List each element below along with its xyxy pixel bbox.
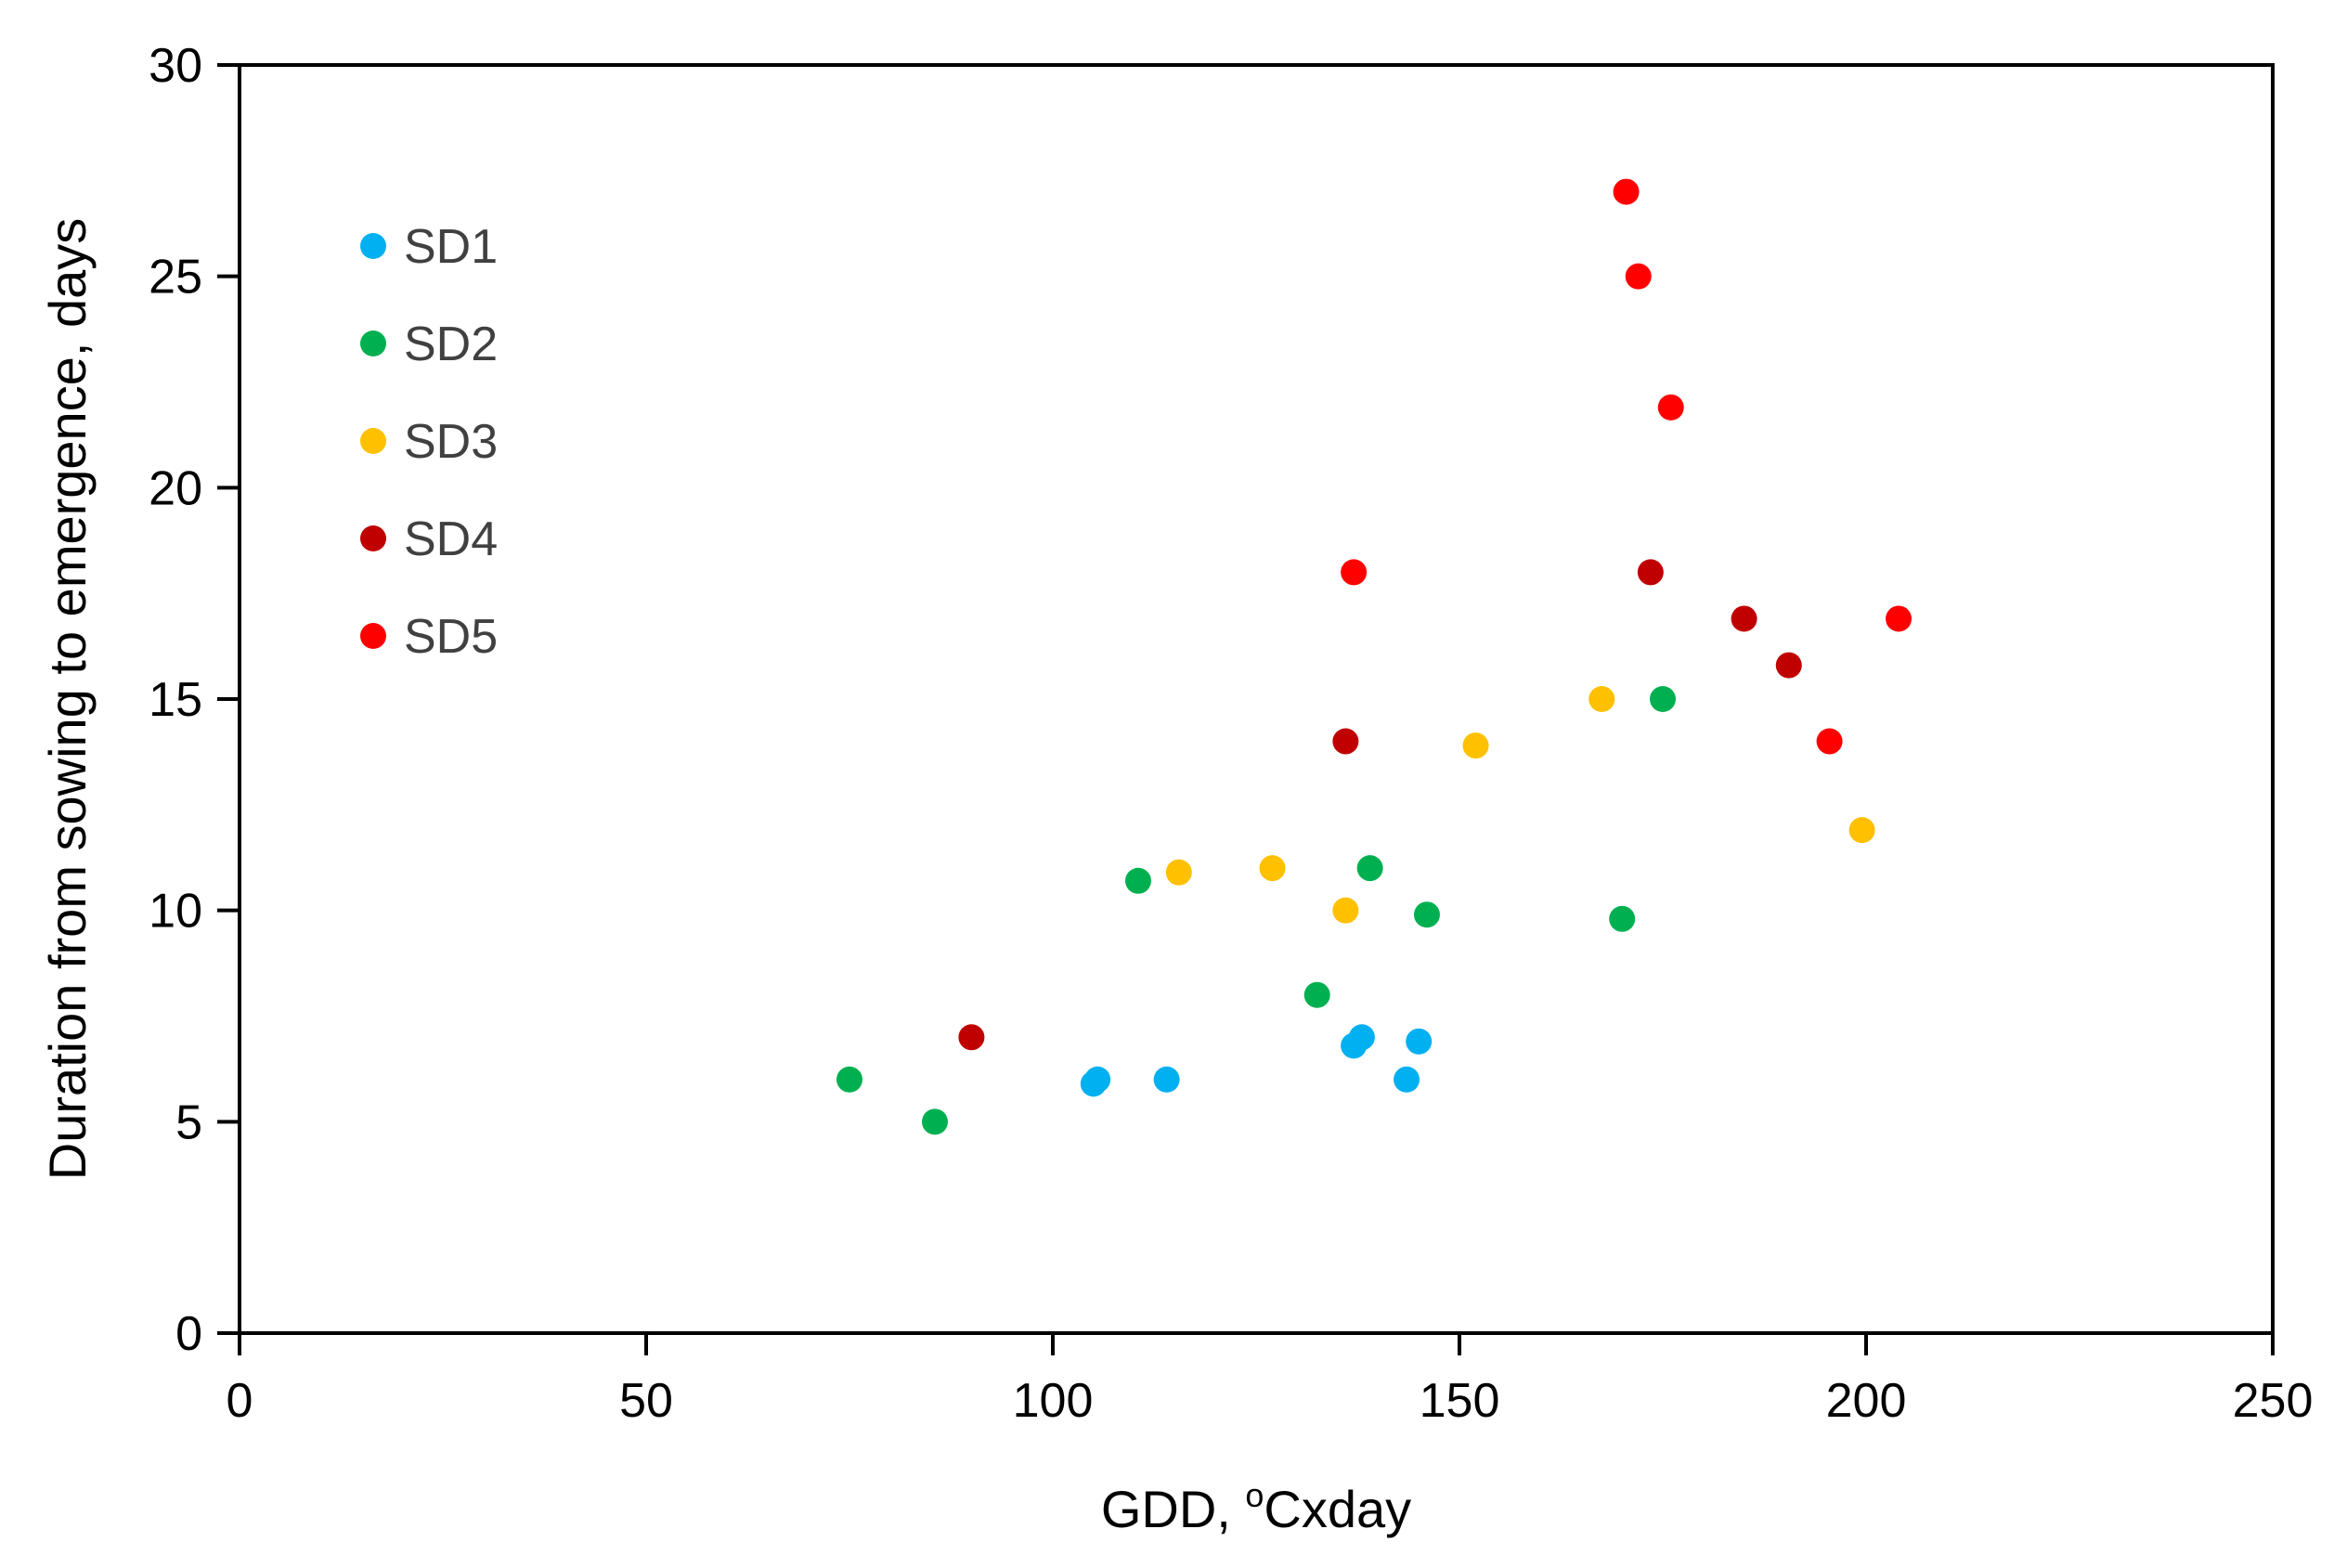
- data-point-sd1: [1348, 1024, 1375, 1051]
- plot-frame: [238, 63, 2275, 1335]
- data-point-sd5: [1816, 728, 1843, 755]
- y-tick-label: 25: [149, 251, 202, 305]
- legend-marker-sd2: [360, 330, 386, 356]
- data-point-sd4: [958, 1024, 985, 1051]
- data-point-sd3: [1259, 855, 1286, 882]
- legend-label-sd1: SD1: [404, 220, 498, 274]
- y-tick-label: 5: [175, 1095, 202, 1149]
- data-point-sd2: [921, 1108, 948, 1135]
- data-point-sd2: [836, 1066, 862, 1093]
- data-point-sd2: [1356, 855, 1383, 882]
- data-point-sd4: [1637, 559, 1664, 586]
- data-point-sd3: [1165, 859, 1192, 886]
- x-axis-label-unit: Cxday: [1264, 1480, 1411, 1538]
- data-point-sd3: [1462, 732, 1489, 759]
- data-point-sd4: [1731, 605, 1757, 632]
- legend-label-sd2: SD2: [404, 317, 498, 371]
- data-point-sd1: [1406, 1028, 1433, 1055]
- data-point-sd5: [1657, 394, 1684, 421]
- data-point-sd3: [1848, 817, 1875, 844]
- data-point-sd1: [1394, 1066, 1420, 1093]
- legend: SD1 SD2 SD3 SD4 SD5: [360, 220, 498, 664]
- y-tick-label: 10: [149, 885, 202, 939]
- x-tick-label: 150: [1420, 1374, 1500, 1428]
- legend-label-sd5: SD5: [404, 610, 498, 664]
- data-point-sd4: [1775, 652, 1802, 679]
- y-tick-label: 20: [149, 461, 202, 515]
- data-point-sd5: [1613, 178, 1640, 205]
- data-point-sd3: [1588, 686, 1615, 712]
- data-point-sd1: [1084, 1066, 1111, 1093]
- y-axis: 0 5 10 15 20 25 30: [149, 39, 240, 1361]
- legend-marker-sd1: [360, 233, 386, 259]
- legend-marker-sd4: [360, 525, 386, 551]
- data-point-sd2: [1303, 981, 1330, 1008]
- data-point-sd2: [1124, 867, 1151, 894]
- y-tick-label: 0: [175, 1307, 202, 1361]
- data-point-sd1: [1153, 1066, 1180, 1093]
- data-point-sd5: [1341, 559, 1368, 586]
- x-axis-label-main: GDD,: [1101, 1480, 1246, 1538]
- y-tick-label: 30: [149, 39, 202, 93]
- legend-label-sd3: SD3: [404, 415, 498, 469]
- data-point-sd5: [1886, 605, 1913, 632]
- y-axis-label: Duration from sowing to emergence, days: [38, 218, 97, 1181]
- data-point-sd4: [1332, 728, 1359, 755]
- data-point-sd2: [1413, 901, 1440, 928]
- data-point-sd2: [1609, 905, 1636, 932]
- x-axis-label-superscript: o: [1245, 1476, 1264, 1514]
- x-tick-label: 0: [227, 1374, 253, 1428]
- x-tick-label: 200: [1826, 1374, 1907, 1428]
- data-point-sd3: [1332, 897, 1359, 924]
- data-point-sd5: [1625, 263, 1652, 290]
- data-point-sd2: [1650, 686, 1676, 712]
- y-tick-label: 15: [149, 673, 202, 727]
- legend-marker-sd5: [360, 623, 386, 649]
- x-axis-label: GDD, oCxday: [1101, 1476, 1411, 1538]
- x-axis: 0 50 100 150 200 250: [227, 1333, 2314, 1428]
- x-tick-label: 250: [2233, 1374, 2314, 1428]
- x-tick-label: 50: [619, 1374, 673, 1428]
- data-points: [836, 178, 1913, 1135]
- legend-marker-sd3: [360, 428, 386, 454]
- x-tick-label: 100: [1013, 1374, 1094, 1428]
- legend-label-sd4: SD4: [404, 512, 498, 566]
